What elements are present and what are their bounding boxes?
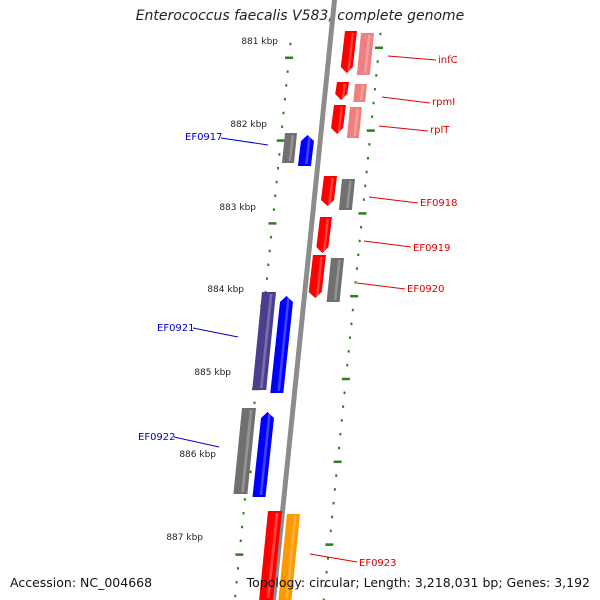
gene-EF0920-pair — [326, 258, 344, 302]
gene-EF0923-shade — [266, 513, 279, 598]
gene-EF0922-pair — [233, 408, 256, 494]
gene-rplT — [331, 105, 346, 134]
gene-EF0922 — [252, 412, 274, 497]
gene-infC-pair-shade — [363, 35, 371, 73]
gene-infC-pair — [356, 33, 374, 75]
gene-EF0917 — [297, 135, 314, 166]
tick-label: 885 kbp — [194, 368, 231, 378]
gene-EF0918-pair — [338, 179, 355, 210]
gene-features — [233, 31, 374, 600]
accession-text: Accession: NC_004668 — [10, 575, 153, 590]
label-leader-line — [381, 96, 431, 104]
gene-labels — [173, 55, 437, 563]
gene-infC-shade — [347, 33, 354, 71]
gene-label-EF0919[interactable]: EF0919 — [413, 243, 451, 254]
gene-EF0918 — [321, 176, 337, 206]
gene-EF0923-pair — [278, 514, 300, 600]
gene-EF0922-pair-shade — [241, 410, 253, 492]
label-leader-line — [356, 282, 406, 290]
gene-EF0923 — [259, 511, 282, 600]
gene-EF0917-pair — [282, 133, 297, 163]
gene-rpmI-shade — [341, 84, 346, 98]
gene-rplT-pair-shade — [353, 109, 359, 136]
label-leader-line — [363, 240, 412, 248]
label-leader-line — [173, 436, 220, 448]
gene-rpmI — [335, 82, 349, 100]
gene-label-EF0918[interactable]: EF0918 — [420, 198, 458, 209]
gene-rplT-pair — [346, 107, 362, 138]
gene-label-EF0917[interactable]: EF0917 — [185, 132, 223, 143]
tick-label: 883 kbp — [219, 203, 256, 213]
gene-EF0917-shade — [305, 137, 311, 164]
gene-label-EF0922[interactable]: EF0922 — [138, 432, 176, 443]
genome-title: Enterococcus faecalis V583, complete gen… — [135, 8, 465, 24]
gene-EF0918-pair-shade — [346, 181, 352, 208]
label-leader-line — [387, 55, 437, 61]
label-leader-line — [368, 196, 419, 204]
gene-label-rpmI[interactable]: rpmI — [432, 97, 455, 108]
tick-label: 884 kbp — [207, 285, 244, 295]
gene-EF0921-pair-shade — [259, 294, 273, 388]
tick-label: 881 kbp — [241, 37, 278, 47]
gene-rpmI-pair — [353, 84, 367, 102]
gene-label-EF0923[interactable]: EF0923 — [359, 558, 397, 569]
gene-EF0921-pair — [252, 292, 276, 390]
tick-label: 882 kbp — [230, 120, 267, 130]
gene-EF0921-shade — [277, 298, 290, 391]
gene-label-infC[interactable]: infC — [438, 55, 458, 66]
genome-backbone — [271, 0, 337, 600]
gene-EF0918-shade — [328, 178, 334, 204]
gene-EF0920-pair-shade — [333, 260, 341, 300]
gene-label-rplT[interactable]: rplT — [430, 125, 450, 136]
gene-EF0917-pair-shade — [288, 135, 294, 161]
tick-label: 887 kbp — [166, 533, 203, 543]
label-leader-line — [309, 553, 358, 563]
gene-label-EF0921[interactable]: EF0921 — [157, 323, 195, 334]
label-leader-line — [220, 137, 269, 146]
tick-label: 886 kbp — [179, 450, 216, 460]
label-leader-line — [192, 327, 239, 338]
ruler-right — [322, 32, 384, 600]
gene-EF0922-shade — [259, 414, 271, 495]
gene-EF0921 — [270, 296, 293, 393]
gene-EF0923-pair-shade — [285, 516, 297, 598]
gene-rplT-shade — [337, 107, 343, 132]
gene-EF0920 — [308, 255, 326, 298]
gene-EF0920-shade — [315, 257, 323, 296]
gene-EF0919 — [316, 217, 332, 253]
topology-text: Topology: circular; Length: 3,218,031 bp… — [246, 575, 590, 590]
label-leader-line — [378, 125, 429, 132]
gene-EF0919-shade — [323, 219, 329, 251]
gene-label-EF0920[interactable]: EF0920 — [407, 284, 445, 295]
gene-rpmI-pair-shade — [359, 86, 364, 100]
gene-infC — [340, 31, 357, 73]
